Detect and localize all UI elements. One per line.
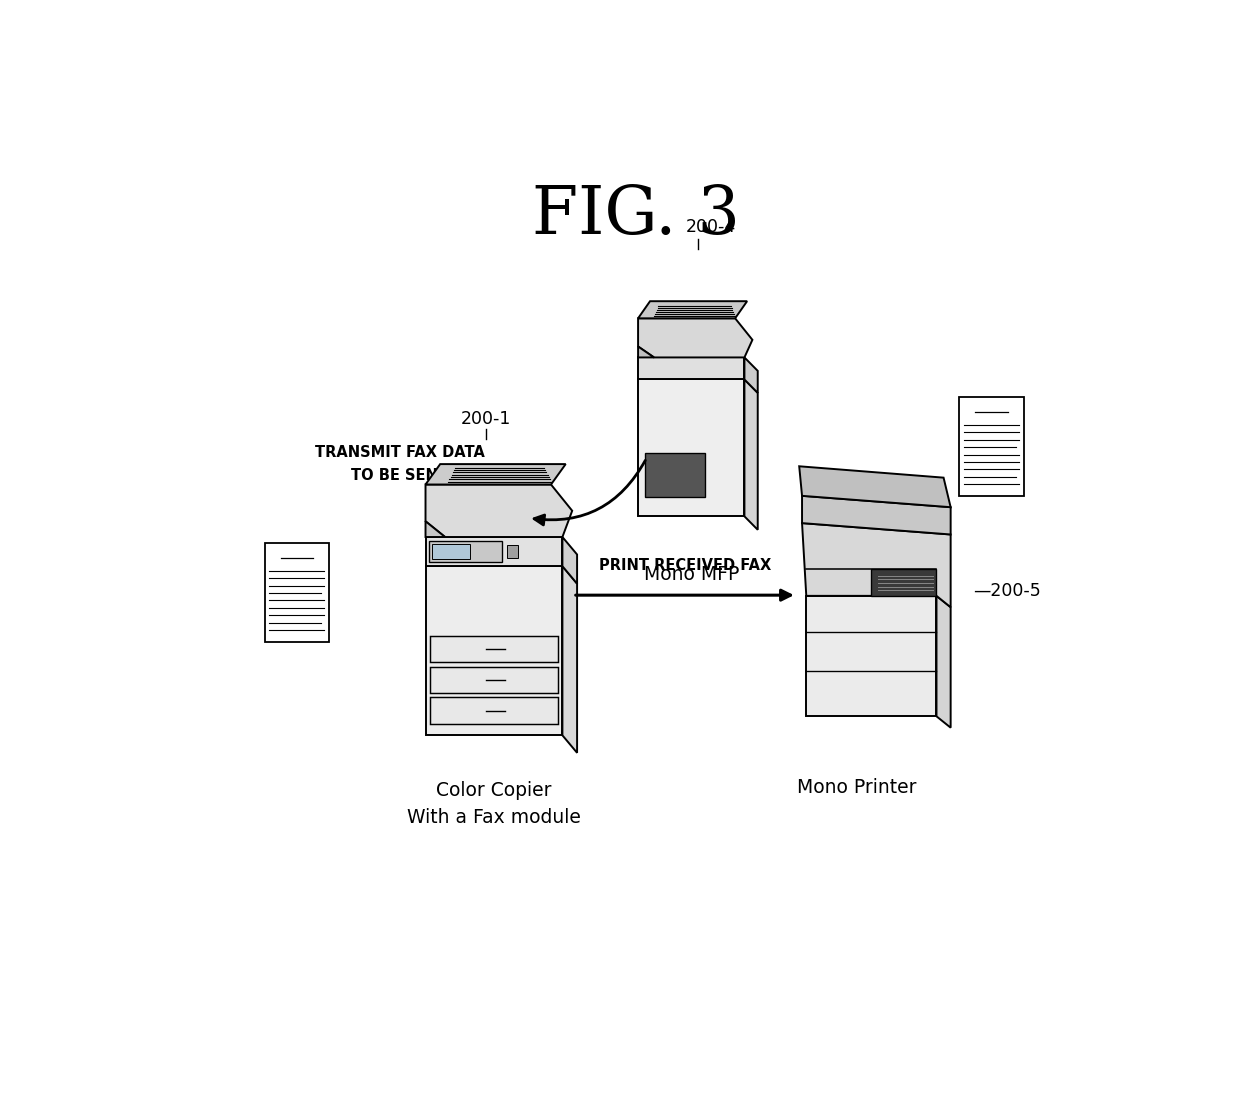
Polygon shape [639, 319, 753, 358]
Text: TRANSMIT FAX DATA
TO BE SENT: TRANSMIT FAX DATA TO BE SENT [315, 446, 485, 482]
Polygon shape [806, 596, 936, 716]
Polygon shape [645, 452, 704, 497]
Text: FIG. 3: FIG. 3 [532, 183, 739, 247]
FancyArrowPatch shape [534, 460, 645, 525]
FancyArrowPatch shape [575, 590, 791, 600]
Polygon shape [264, 544, 329, 642]
Polygon shape [425, 566, 563, 735]
Text: Mono MFP: Mono MFP [644, 565, 739, 584]
Text: PRINT RECEIVED FAX: PRINT RECEIVED FAX [599, 558, 771, 573]
Polygon shape [430, 636, 558, 663]
Polygon shape [425, 465, 565, 485]
Polygon shape [639, 380, 744, 516]
Polygon shape [960, 398, 1024, 496]
Polygon shape [507, 545, 518, 558]
Polygon shape [639, 346, 653, 358]
Polygon shape [936, 596, 951, 727]
Polygon shape [639, 358, 744, 380]
Text: Color Copier
With a Fax module: Color Copier With a Fax module [407, 781, 580, 827]
Text: 200-1: 200-1 [460, 410, 511, 428]
Text: —200-5: —200-5 [973, 583, 1042, 600]
Polygon shape [800, 467, 951, 507]
Text: 200-4: 200-4 [686, 218, 737, 236]
Polygon shape [432, 544, 470, 559]
Polygon shape [425, 485, 572, 537]
Polygon shape [639, 301, 746, 319]
Polygon shape [425, 521, 445, 537]
Polygon shape [744, 380, 758, 530]
Polygon shape [744, 358, 758, 393]
Polygon shape [563, 566, 577, 753]
Text: Mono Printer: Mono Printer [797, 778, 918, 797]
Polygon shape [563, 537, 577, 584]
Polygon shape [425, 537, 563, 566]
Polygon shape [430, 697, 558, 724]
Polygon shape [429, 541, 502, 561]
Polygon shape [430, 667, 558, 693]
Polygon shape [802, 524, 951, 607]
Polygon shape [802, 496, 951, 535]
Polygon shape [872, 568, 936, 596]
